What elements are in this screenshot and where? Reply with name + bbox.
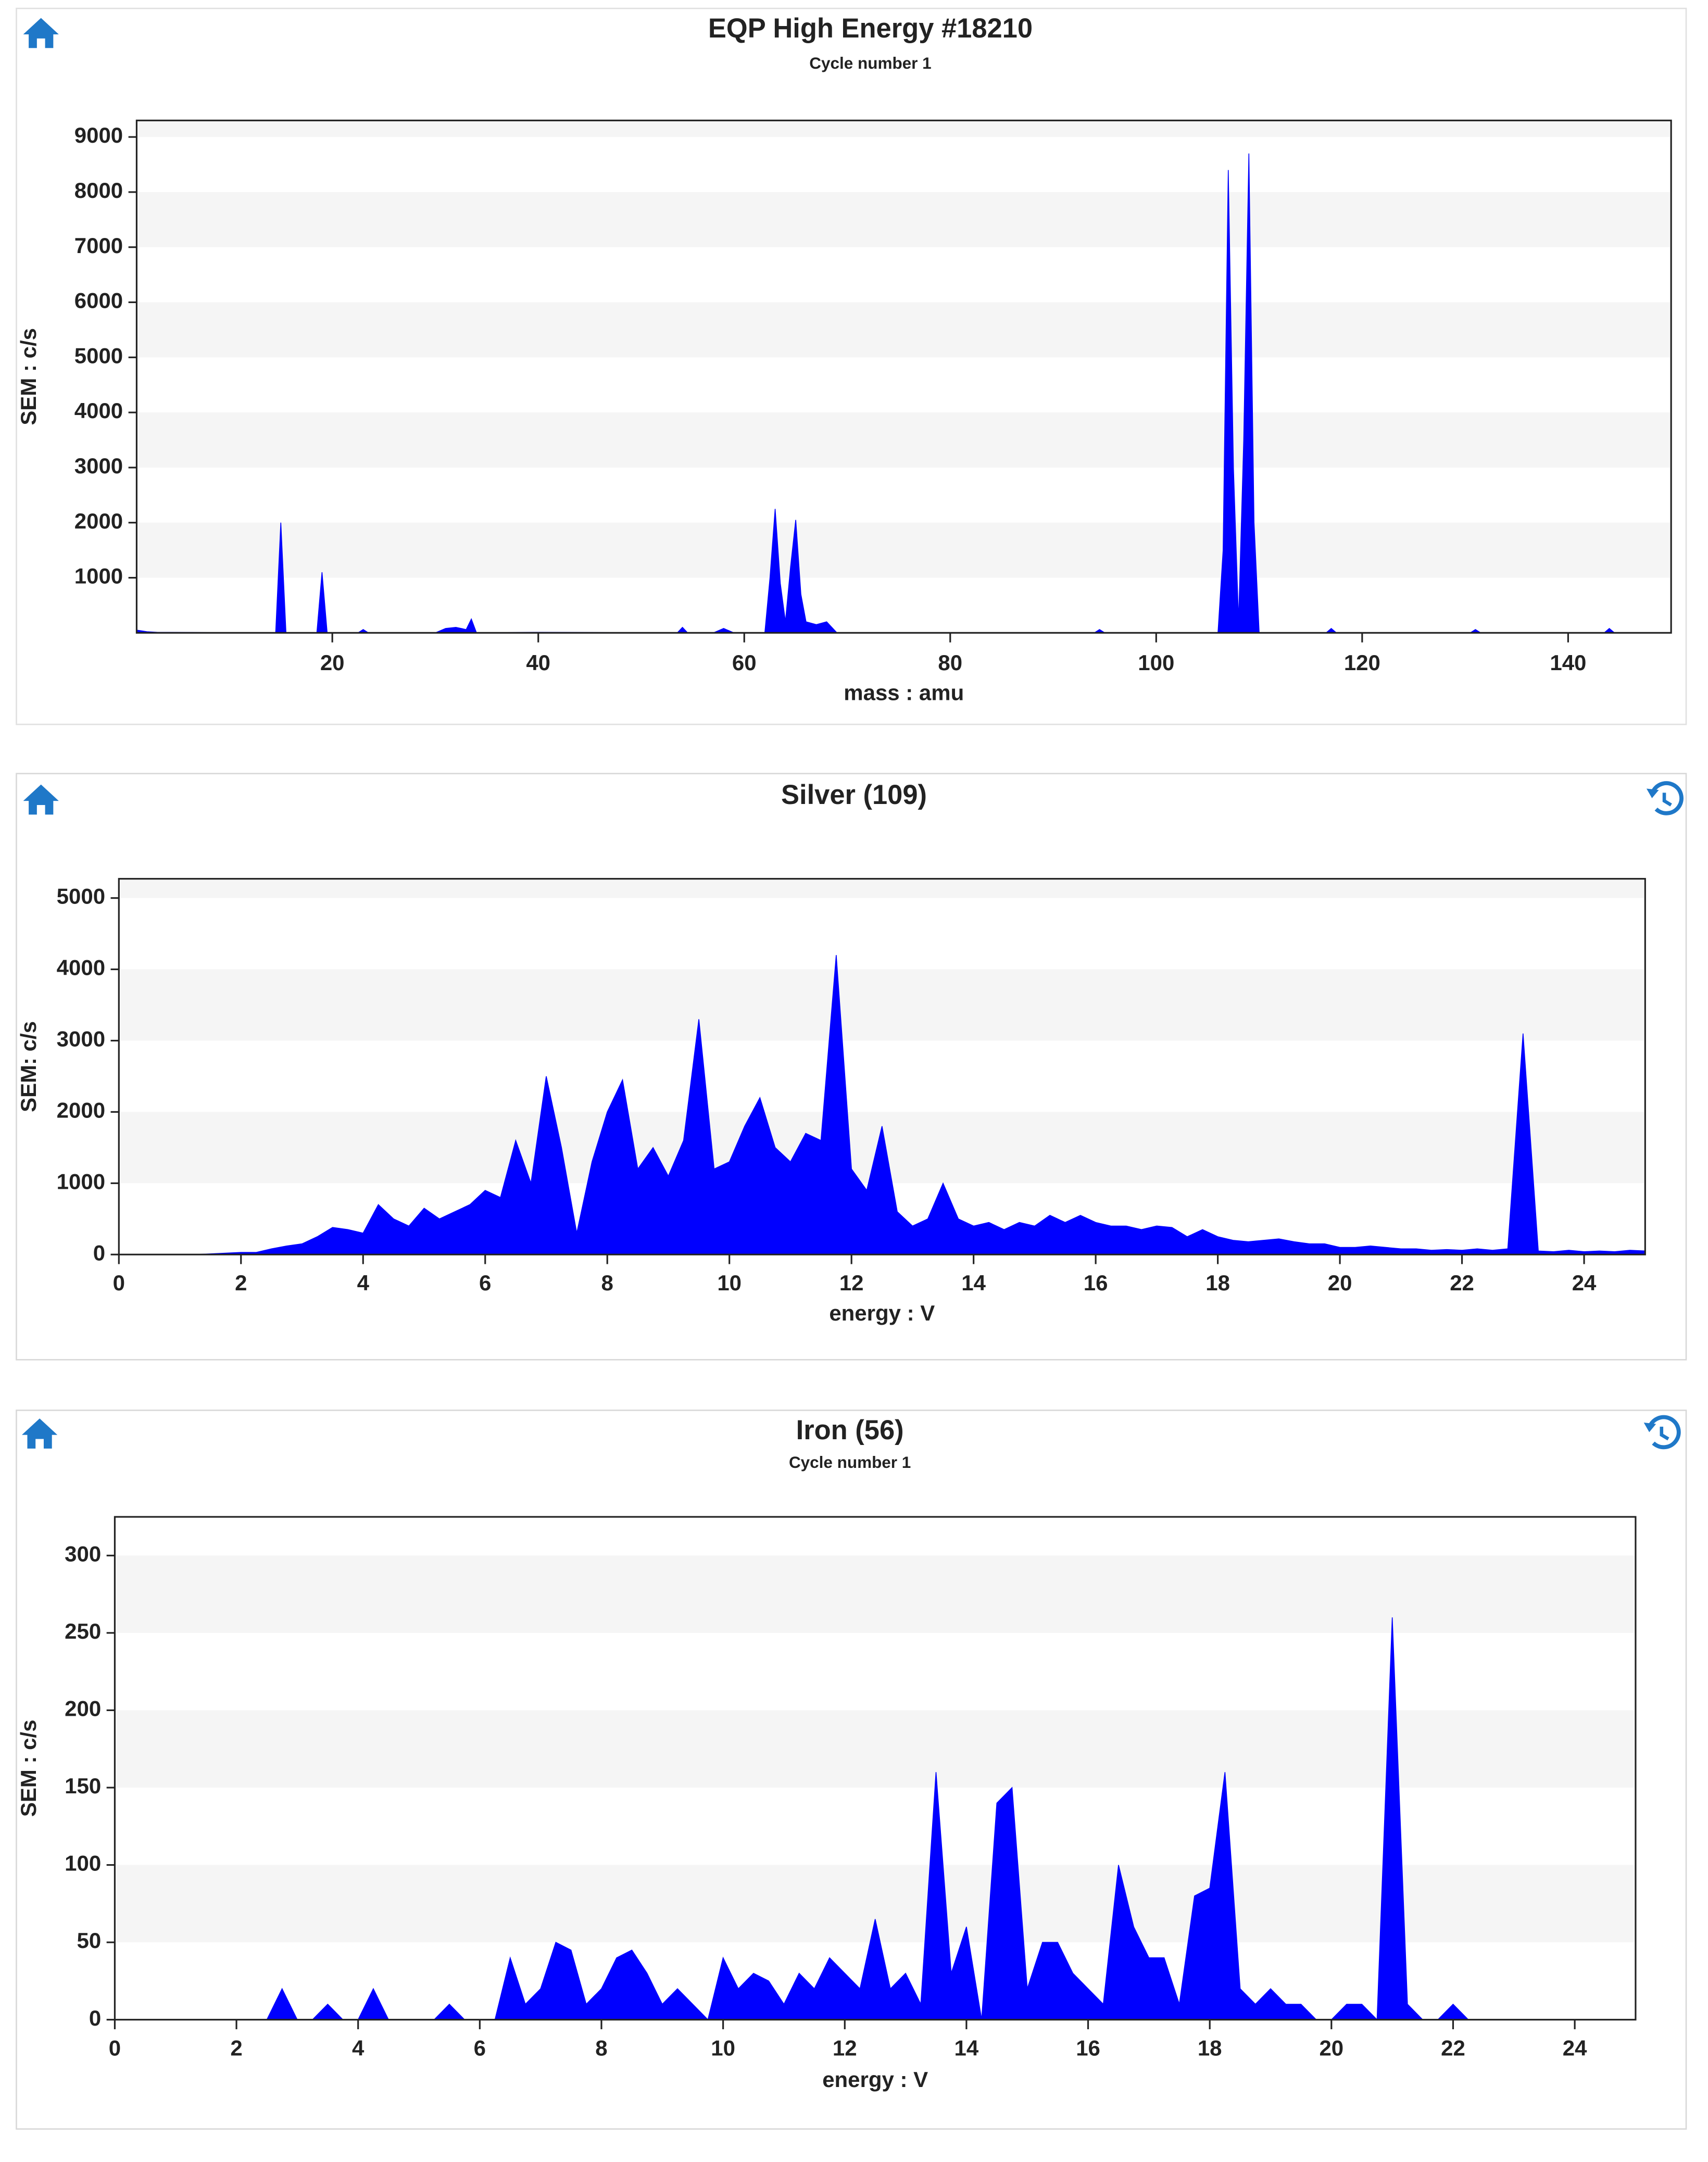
y-tick-label: 3000 <box>57 1027 105 1051</box>
x-axis-label: energy : V <box>822 2067 928 2092</box>
x-tick-label: 20 <box>320 650 345 675</box>
grid-band <box>138 302 1670 358</box>
x-axis-label: mass : amu <box>844 681 964 705</box>
y-tick-label: 4000 <box>74 398 123 423</box>
x-tick-label: 24 <box>1563 2036 1587 2060</box>
x-tick-label: 140 <box>1550 650 1586 675</box>
x-tick-label: 0 <box>113 1271 125 1295</box>
y-tick-label: 0 <box>89 2006 101 2030</box>
y-tick-label: 150 <box>65 1774 101 1798</box>
grid-band <box>116 1555 1635 1633</box>
y-tick-label: 100 <box>65 1851 101 1876</box>
y-tick-label: 1000 <box>57 1169 105 1193</box>
x-tick-label: 12 <box>833 2036 857 2060</box>
home-button[interactable] <box>23 784 59 815</box>
x-tick-label: 22 <box>1450 1271 1474 1295</box>
x-tick-label: 18 <box>1205 1271 1230 1295</box>
y-tick-label: 5000 <box>74 343 123 368</box>
y-tick-label: 4000 <box>57 956 105 980</box>
grid-band <box>120 878 1644 898</box>
plot-frame <box>114 1516 1637 2021</box>
grid-band <box>138 412 1670 468</box>
x-axis-label: energy : V <box>829 1301 935 1325</box>
x-tick-label: 24 <box>1572 1271 1597 1295</box>
x-tick-label: 6 <box>479 1271 491 1295</box>
chart-title: Silver (109) <box>781 780 927 810</box>
x-tick-label: 12 <box>839 1271 864 1295</box>
x-tick-label: 60 <box>732 650 757 675</box>
y-axis-label: SEM : c/s <box>16 1720 41 1817</box>
grid-band <box>120 969 1644 1041</box>
y-tick-label: 300 <box>65 1541 101 1566</box>
x-tick-label: 10 <box>717 1271 742 1295</box>
x-tick-label: 16 <box>1084 1271 1108 1295</box>
y-tick-label: 0 <box>93 1240 105 1265</box>
x-tick-label: 2 <box>230 2036 242 2060</box>
y-tick-label: 250 <box>65 1619 101 1643</box>
plot-frame <box>118 878 1646 1255</box>
y-tick-label: 50 <box>77 1928 101 1953</box>
x-tick-label: 20 <box>1319 2036 1343 2060</box>
x-tick-label: 8 <box>601 1271 613 1295</box>
x-tick-label: 14 <box>961 1271 986 1295</box>
y-tick-label: 7000 <box>74 233 123 258</box>
home-button[interactable] <box>23 18 59 48</box>
x-tick-label: 80 <box>938 650 962 675</box>
history-button[interactable] <box>1647 783 1681 813</box>
x-tick-label: 40 <box>526 650 550 675</box>
y-axis-label: SEM : c/s <box>16 328 41 425</box>
chart-title: Iron (56) <box>796 1415 904 1445</box>
x-tick-label: 22 <box>1441 2036 1465 2060</box>
y-tick-label: 3000 <box>74 454 123 478</box>
history-button[interactable] <box>1644 1417 1679 1448</box>
chart-subtitle: Cycle number 1 <box>789 1453 911 1472</box>
y-tick-label: 200 <box>65 1696 101 1721</box>
grid-band <box>138 120 1670 137</box>
panel <box>16 1410 1687 2130</box>
x-tick-label: 6 <box>474 2036 486 2060</box>
y-tick-label: 5000 <box>57 884 105 909</box>
x-tick-label: 4 <box>352 2036 365 2060</box>
panel <box>16 7 1687 725</box>
y-axis-label: SEM: c/s <box>16 1021 41 1112</box>
x-tick-label: 4 <box>357 1271 370 1295</box>
spectrum-area <box>119 955 1646 1255</box>
y-tick-label: 6000 <box>74 288 123 313</box>
y-tick-label: 9000 <box>74 123 123 147</box>
panel <box>16 773 1687 1361</box>
x-tick-label: 8 <box>595 2036 607 2060</box>
y-tick-label: 1000 <box>74 564 123 588</box>
plot-frame <box>135 119 1672 634</box>
x-tick-label: 120 <box>1344 650 1380 675</box>
x-tick-label: 18 <box>1198 2036 1222 2060</box>
chart-title: EQP High Energy #18210 <box>708 13 1033 44</box>
y-tick-label: 2000 <box>74 509 123 533</box>
x-tick-label: 16 <box>1076 2036 1100 2060</box>
x-tick-label: 10 <box>711 2036 735 2060</box>
x-tick-label: 0 <box>109 2036 121 2060</box>
x-tick-label: 100 <box>1138 650 1174 675</box>
chart-subtitle: Cycle number 1 <box>809 54 931 72</box>
y-tick-label: 2000 <box>57 1098 105 1122</box>
x-tick-label: 2 <box>235 1271 247 1295</box>
y-tick-label: 8000 <box>74 178 123 203</box>
home-button[interactable] <box>21 1418 58 1449</box>
x-tick-label: 14 <box>955 2036 979 2060</box>
grid-band <box>116 1710 1635 1788</box>
spectrum-area <box>115 1617 1636 2021</box>
grid-band <box>138 522 1670 578</box>
x-tick-label: 20 <box>1328 1271 1352 1295</box>
grid-band <box>138 192 1670 247</box>
